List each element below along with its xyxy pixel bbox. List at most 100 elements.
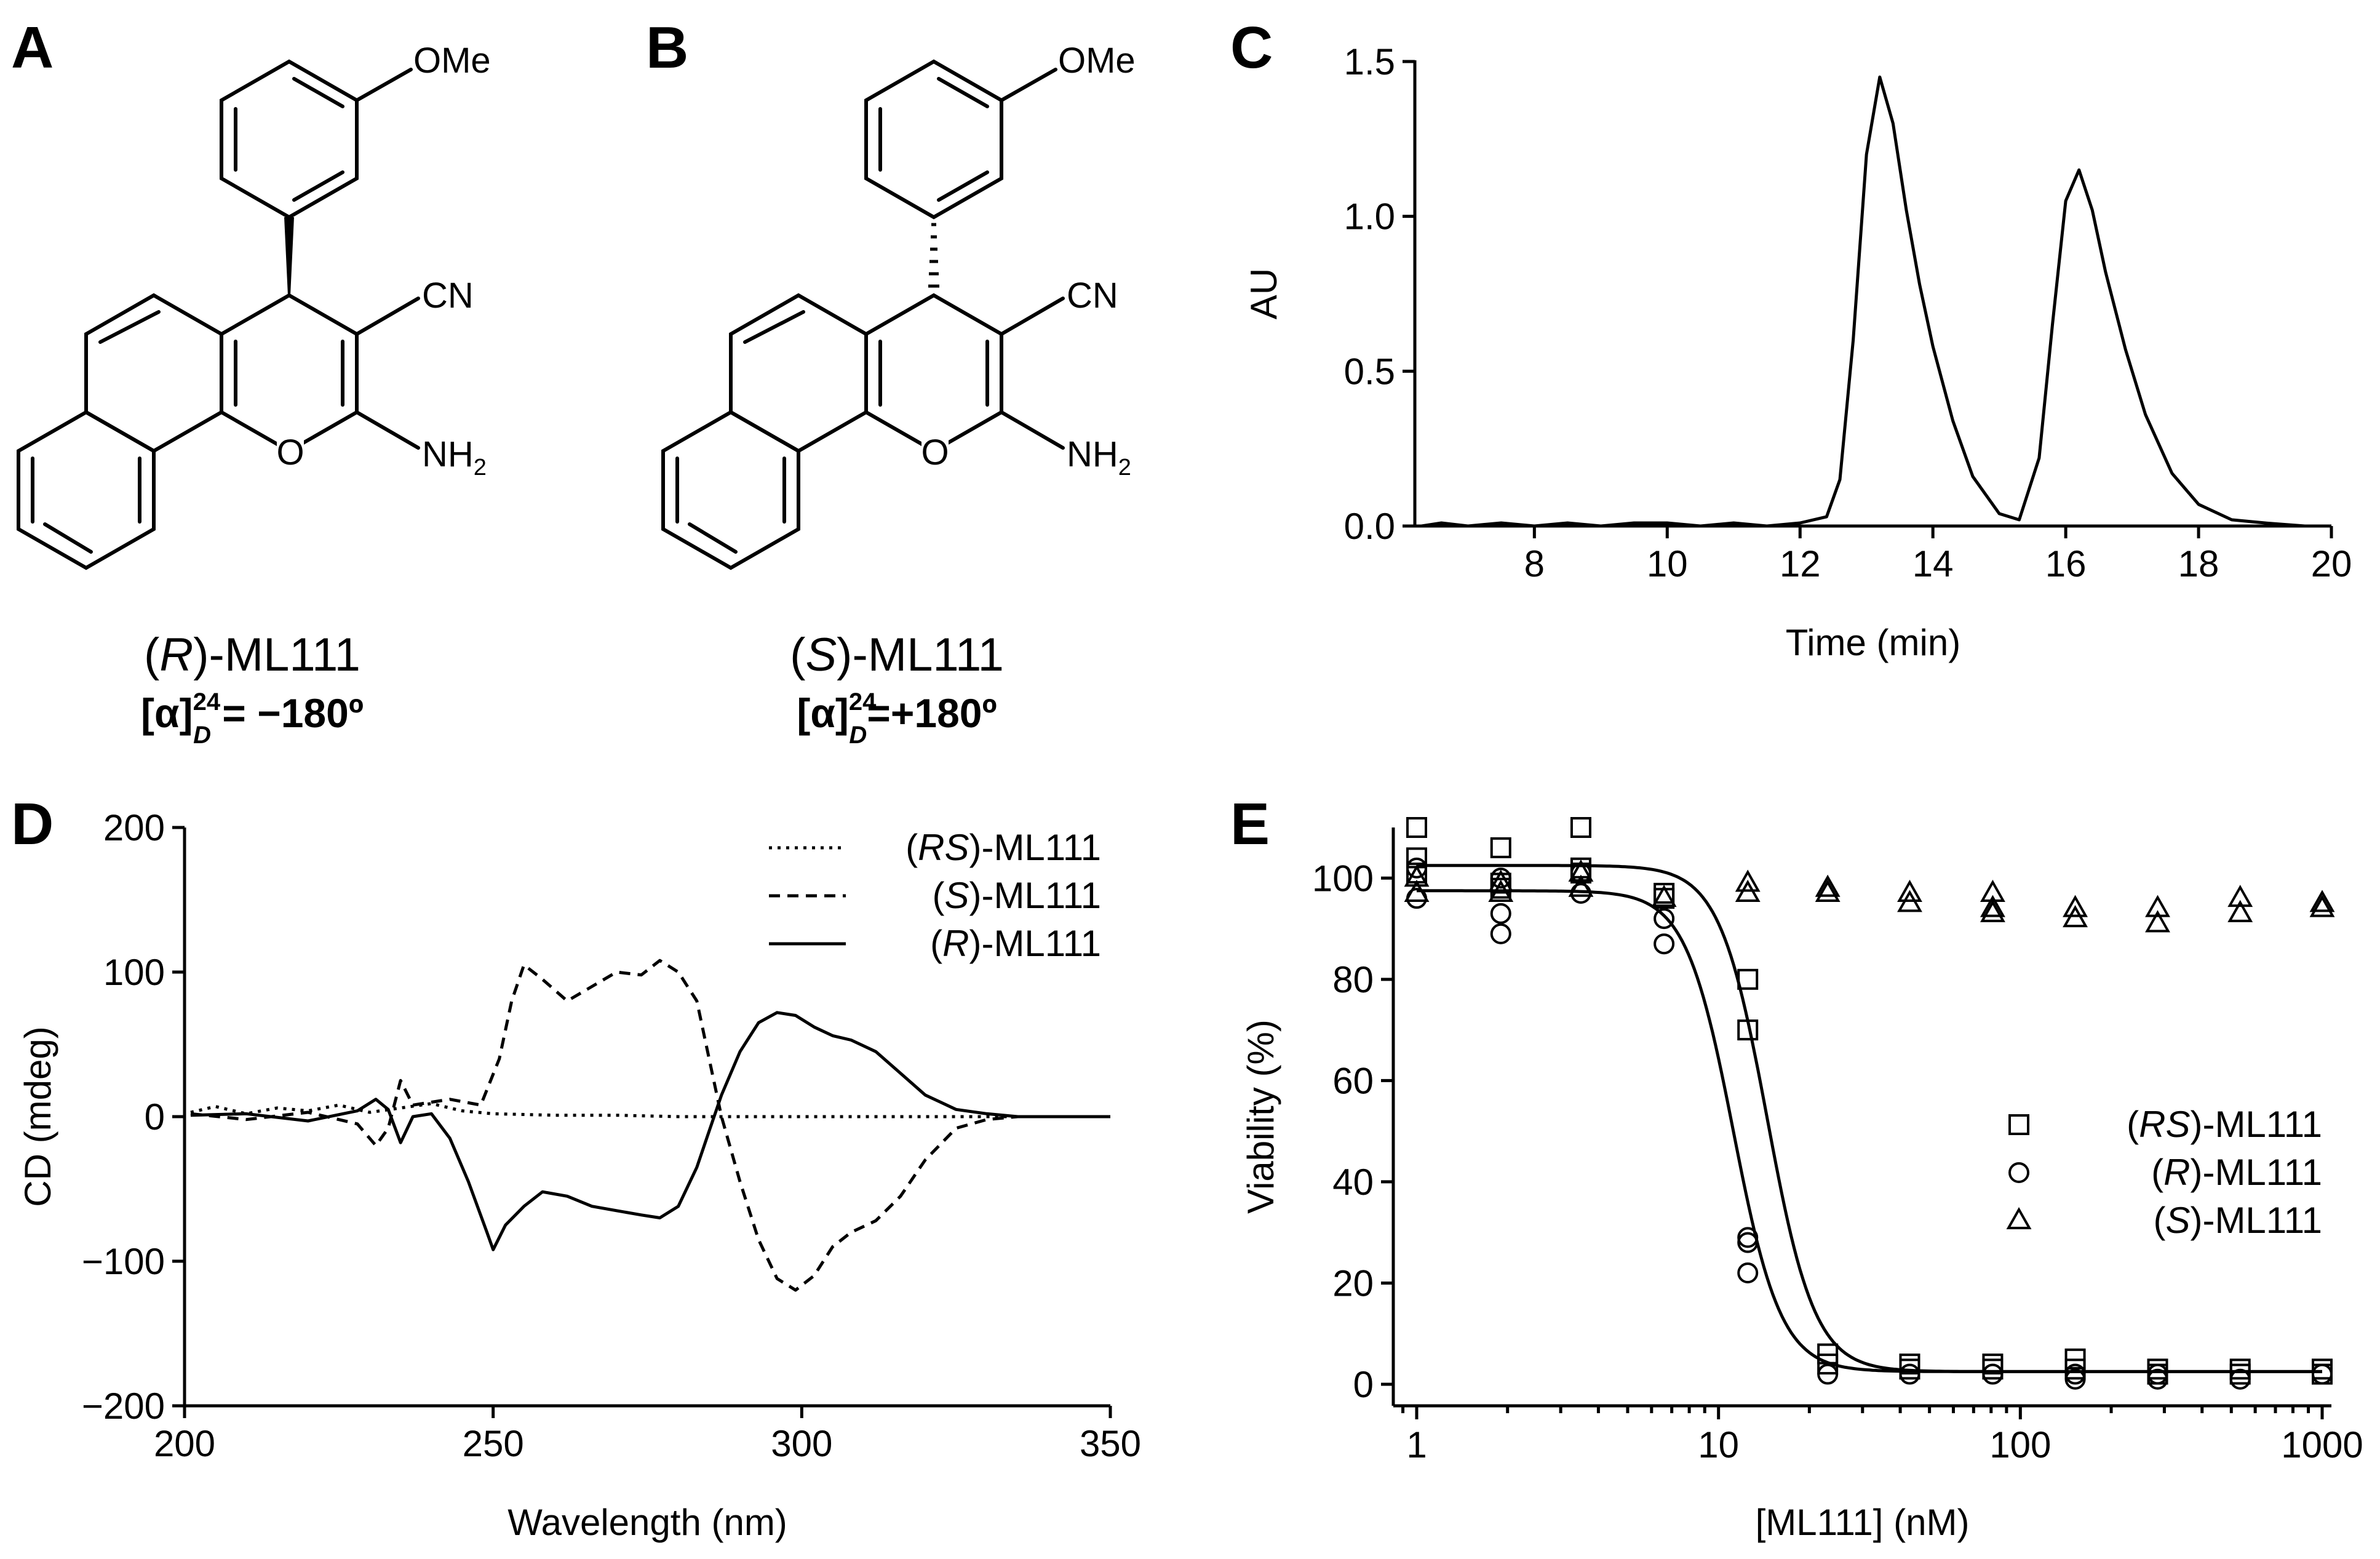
triangle-point xyxy=(1897,879,1922,902)
legend-label: (RS)-ML111 xyxy=(2127,1104,2322,1145)
circle-point xyxy=(1737,1262,1759,1283)
triangle-point xyxy=(1651,885,1677,907)
x-tick-label: 20 xyxy=(2311,543,2352,584)
legend-label: (RS)-ML111 xyxy=(905,827,1101,868)
amine-sub: 2 xyxy=(474,455,487,480)
x-tick-label: 12 xyxy=(1780,543,1821,584)
rotation-sup: 24 xyxy=(849,688,877,716)
x-tick-label: 250 xyxy=(463,1423,524,1464)
square-point xyxy=(1406,817,1427,838)
square-point xyxy=(1737,1019,1759,1041)
name-rest: )-ML111 xyxy=(193,629,360,681)
phenyl-double-bond xyxy=(292,77,344,108)
triangle-point xyxy=(1980,895,2005,917)
x-tick-label: 10 xyxy=(1698,1424,1739,1465)
circle-point xyxy=(1406,857,1427,879)
triangle-point xyxy=(1980,899,2005,922)
x-tick-label: 1000 xyxy=(2281,1424,2363,1465)
optical-rotation-s: [α]24 D=+180º xyxy=(797,688,997,749)
naphthalene-double-bond xyxy=(688,522,738,554)
rotation-prefix: [α] xyxy=(797,690,849,736)
circle-point xyxy=(2312,1363,2333,1385)
panel-letter-d: D xyxy=(11,791,54,857)
chart-circular-dichroism: −200 −100 0 100 200 200 250 300 350 Wavelength (n… xyxy=(17,807,1141,1543)
amine-bond xyxy=(1000,410,1065,450)
nitrile-bond xyxy=(1000,297,1065,336)
legend-open: ( xyxy=(2153,1200,2165,1241)
triangle-point xyxy=(1568,859,1594,882)
panel-b: B OMe CN NH2 O xyxy=(646,15,1136,749)
panel-e: E 0 20 40 60 80 100 1 10 100 1000 [ML111] (nM) Viab… xyxy=(1230,791,2363,1543)
legend-label: (R)-ML111 xyxy=(930,923,1101,964)
chart-viability: 0 20 40 60 80 100 1 10 100 1000 [ML111] (nM) Viabil… xyxy=(1240,817,2363,1543)
panel-letter-c: C xyxy=(1230,15,1273,81)
ring-oxygen-label: O xyxy=(276,433,304,472)
phenyl-double-bond xyxy=(937,170,989,202)
amine-label: NH2 xyxy=(422,434,487,480)
legend-config: RS xyxy=(2139,1104,2190,1145)
chromatogram-trace xyxy=(1421,75,2305,528)
naphthalene-ring-2 xyxy=(17,410,156,570)
y-tick-label: −100 xyxy=(82,1241,165,1282)
legend-open: ( xyxy=(932,875,944,916)
rotation-sup: 24 xyxy=(193,688,221,716)
x-tick-label: 100 xyxy=(1989,1424,2051,1465)
legend-label: (S)-ML111 xyxy=(2153,1200,2322,1241)
triangle-point xyxy=(1488,869,1514,892)
panel-d: D −200 −100 0 100 200 200 250 300 350 Wavelength … xyxy=(11,791,1141,1543)
circle-point xyxy=(1490,923,1511,944)
rotation-value: = −180º xyxy=(211,690,364,736)
naphthalene-ring-1 xyxy=(84,293,223,453)
square-point xyxy=(1490,837,1511,858)
methoxy-bond xyxy=(355,68,413,102)
triangle-point xyxy=(2227,899,2253,922)
pyran-ring xyxy=(864,293,1003,453)
phenyl-ring xyxy=(220,59,359,220)
square-point xyxy=(1982,1358,2004,1380)
phenyl-double-bond xyxy=(292,170,344,202)
legend-config: R xyxy=(2163,1152,2190,1193)
amine-label: NH2 xyxy=(1067,434,1131,480)
y-tick-label: 20 xyxy=(1332,1262,1374,1304)
y-tick-label: 200 xyxy=(103,807,165,848)
x-tick-label: 10 xyxy=(1647,543,1688,584)
triangle-point xyxy=(1404,864,1430,887)
name-open: ( xyxy=(790,629,805,681)
pyran-ring xyxy=(220,293,359,453)
rotation-prefix: [α] xyxy=(141,690,193,736)
legend-marker-square xyxy=(2008,1114,2029,1135)
oxygen-bg xyxy=(277,438,304,468)
y-tick-label: 1.5 xyxy=(1344,41,1395,82)
legend-rest: )-ML111 xyxy=(2190,1104,2322,1145)
y-axis-title: Viability (%) xyxy=(1240,1019,1281,1214)
x-tick-label: 14 xyxy=(1912,543,1954,584)
cd-series-dotted xyxy=(190,1102,1110,1118)
amine-main: NH xyxy=(422,434,474,474)
y-axis-title: CD (mdeg) xyxy=(17,1026,58,1206)
y-tick-label: 100 xyxy=(1312,858,1374,899)
circle-point xyxy=(1737,1227,1759,1248)
triangle-point xyxy=(1568,874,1594,897)
amine-bond xyxy=(355,410,420,450)
legend-label: (S)-ML111 xyxy=(932,875,1101,916)
naphthalene-double-bond xyxy=(43,522,93,554)
legend-config: S xyxy=(944,875,969,916)
oxygen-bg xyxy=(921,438,949,468)
y-tick-label: 0 xyxy=(1353,1364,1374,1405)
x-tick-label: 8 xyxy=(1524,543,1545,584)
legend-open: ( xyxy=(930,923,942,964)
circle-point xyxy=(2064,1368,2086,1390)
legend-config: S xyxy=(2165,1200,2190,1241)
x-tick-label: 200 xyxy=(154,1423,215,1464)
phenyl-double-bond xyxy=(937,77,989,108)
x-tick-label: 18 xyxy=(2178,543,2219,584)
circle-point xyxy=(1654,933,1675,955)
y-tick-label: 0 xyxy=(145,1096,165,1138)
naphthalene-ring-2 xyxy=(661,410,800,570)
panel-c: C 0.0 0.5 1.0 1.5 8 10 12 14 16 18 20 Time (min) AU xyxy=(1230,15,2352,663)
triangle-point xyxy=(1897,890,1922,912)
legend-rest: )-ML111 xyxy=(2190,1200,2322,1241)
rotation-value: =+180º xyxy=(867,690,997,736)
compound-name-s: (S)-ML111 xyxy=(790,629,1004,681)
